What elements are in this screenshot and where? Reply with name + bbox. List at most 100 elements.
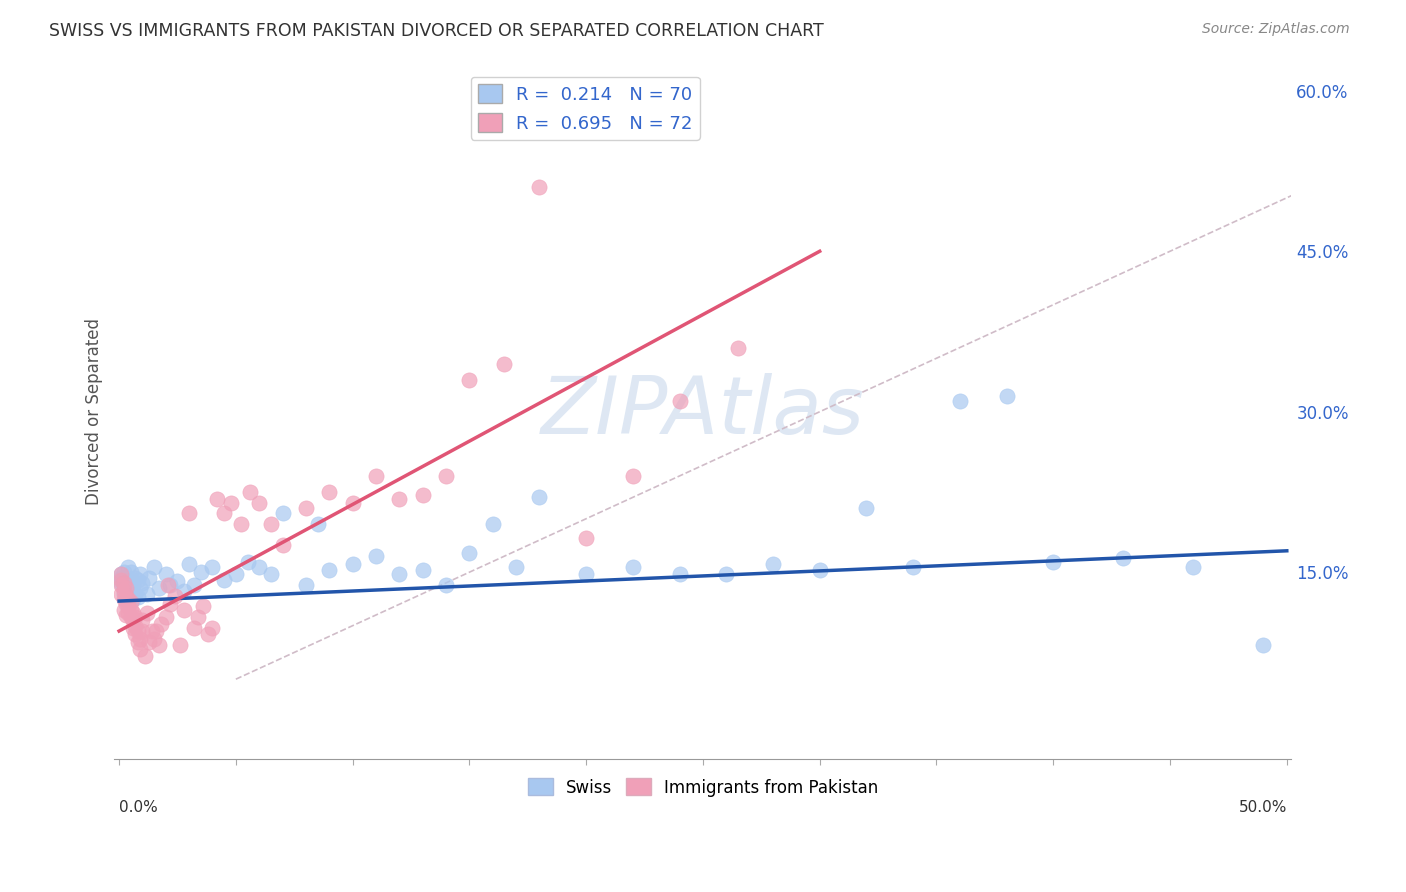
Point: [122, 613, 145, 627]
Point: [129, 642, 152, 657]
Point: [115, 578, 138, 592]
Point: [191, 599, 214, 614]
Point: [1112, 551, 1135, 566]
Point: [110, 573, 132, 587]
Point: [295, 578, 318, 592]
Point: [179, 557, 201, 571]
Point: [995, 389, 1018, 403]
Point: [271, 538, 294, 552]
Point: [247, 496, 270, 510]
Point: [134, 648, 156, 663]
Point: [505, 559, 527, 574]
Point: [131, 613, 153, 627]
Point: [388, 567, 411, 582]
Point: [179, 507, 201, 521]
Point: [159, 597, 181, 611]
Point: [120, 574, 142, 588]
Point: [716, 567, 738, 582]
Point: [1253, 638, 1275, 652]
Text: ZIPAtlas: ZIPAtlas: [541, 373, 865, 450]
Point: [575, 567, 598, 582]
Point: [855, 501, 877, 516]
Point: [124, 586, 146, 600]
Point: [120, 595, 142, 609]
Point: [318, 563, 340, 577]
Point: [295, 501, 318, 516]
Point: [187, 610, 209, 624]
Point: [112, 602, 135, 616]
Point: [117, 575, 139, 590]
Point: [621, 469, 644, 483]
Point: [364, 469, 387, 483]
Point: [668, 567, 690, 582]
Point: [131, 575, 153, 590]
Point: [120, 602, 142, 616]
Point: [122, 621, 145, 635]
Point: [136, 606, 159, 620]
Point: [141, 624, 163, 638]
Point: [115, 597, 138, 611]
Point: [117, 559, 139, 574]
Point: [212, 573, 235, 587]
Point: [190, 565, 212, 579]
Point: [481, 517, 503, 532]
Point: [236, 554, 259, 568]
Point: [212, 507, 235, 521]
Point: [205, 492, 228, 507]
Point: [148, 581, 170, 595]
Point: [143, 559, 166, 574]
Point: [197, 627, 219, 641]
Point: [127, 590, 149, 604]
Point: [122, 591, 145, 606]
Point: [155, 610, 177, 624]
Point: [143, 632, 166, 646]
Point: [110, 575, 132, 590]
Text: SWISS VS IMMIGRANTS FROM PAKISTAN DIVORCED OR SEPARATED CORRELATION CHART: SWISS VS IMMIGRANTS FROM PAKISTAN DIVORC…: [49, 22, 824, 40]
Point: [112, 591, 135, 606]
Point: [183, 621, 205, 635]
Point: [117, 599, 139, 614]
Point: [668, 394, 690, 409]
Point: [458, 373, 481, 387]
Y-axis label: Divorced or Separated: Divorced or Separated: [86, 318, 103, 505]
Point: [529, 180, 551, 194]
Point: [138, 570, 160, 584]
Point: [575, 531, 598, 545]
Point: [127, 634, 149, 648]
Point: [173, 602, 195, 616]
Point: [260, 517, 283, 532]
Point: [247, 559, 270, 574]
Point: [342, 557, 364, 571]
Point: [808, 563, 831, 577]
Point: [110, 570, 132, 584]
Point: [124, 570, 146, 584]
Point: [412, 488, 434, 502]
Point: [173, 584, 195, 599]
Point: [364, 549, 387, 563]
Point: [115, 584, 138, 599]
Point: [120, 610, 142, 624]
Point: [122, 578, 145, 592]
Point: [762, 557, 785, 571]
Point: [949, 394, 972, 409]
Point: [117, 589, 139, 603]
Point: [122, 606, 145, 620]
Point: [434, 578, 457, 592]
Point: [342, 496, 364, 510]
Point: [165, 589, 187, 603]
Point: [115, 581, 138, 595]
Point: [494, 357, 516, 371]
Point: [159, 578, 181, 592]
Text: 50.0%: 50.0%: [1239, 800, 1286, 815]
Point: [127, 573, 149, 587]
Point: [434, 469, 457, 483]
Point: [219, 496, 242, 510]
Point: [901, 559, 924, 574]
Point: [112, 584, 135, 599]
Point: [201, 621, 224, 635]
Point: [131, 624, 153, 638]
Point: [117, 606, 139, 620]
Point: [727, 341, 749, 355]
Point: [166, 574, 188, 588]
Point: [136, 586, 159, 600]
